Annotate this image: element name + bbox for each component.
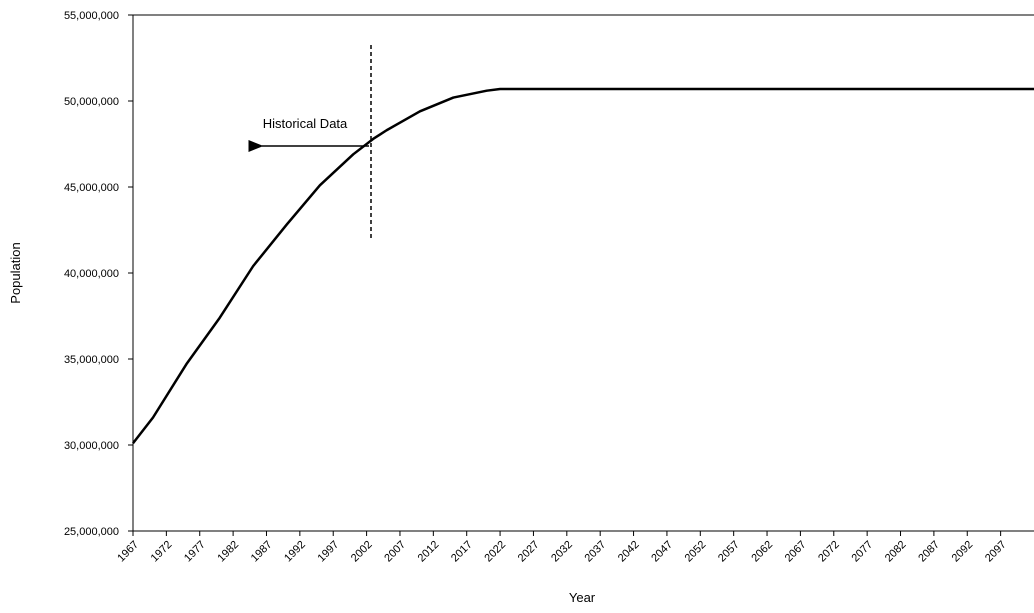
x-tick-label: 2037 bbox=[583, 539, 609, 565]
annotation: Historical Data bbox=[263, 116, 348, 131]
x-tick-label: 1992 bbox=[282, 539, 308, 565]
x-tick-label: 2007 bbox=[382, 539, 408, 565]
x-tick-label: 1987 bbox=[249, 539, 275, 565]
y-axis-title: Population bbox=[8, 242, 23, 303]
chart: Population Year Historical Data 25,000,0… bbox=[0, 0, 1034, 613]
x-axis-title: Year bbox=[569, 590, 596, 605]
x-tick-label: 2052 bbox=[683, 539, 709, 565]
y-tick-label: 30,000,000 bbox=[64, 440, 119, 452]
x-tick-label: 2027 bbox=[516, 539, 542, 565]
x-tick-label: 2087 bbox=[916, 539, 942, 565]
data-line bbox=[133, 89, 1034, 443]
y-tick-label: 35,000,000 bbox=[64, 354, 119, 366]
x-tick-label: 2002 bbox=[349, 539, 375, 565]
x-tick-label: 2072 bbox=[816, 539, 842, 565]
x-tick-label: 1972 bbox=[149, 539, 175, 565]
y-tick-label: 45,000,000 bbox=[64, 182, 119, 194]
x-tick-label: 2082 bbox=[883, 539, 909, 565]
x-tick-label: 2017 bbox=[449, 539, 475, 565]
x-tick-label: 2062 bbox=[749, 539, 775, 565]
y-tick-label: 40,000,000 bbox=[64, 268, 119, 280]
x-tick-label: 1982 bbox=[215, 539, 241, 565]
x-tick-label: 2042 bbox=[616, 539, 642, 565]
x-tick-label: 2077 bbox=[849, 539, 875, 565]
x-tick-label: 2067 bbox=[783, 539, 809, 565]
y-tick-label: 50,000,000 bbox=[64, 96, 119, 108]
x-tick-label: 2022 bbox=[482, 539, 508, 565]
x-tick-label: 1977 bbox=[182, 539, 208, 565]
y-tick-label: 25,000,000 bbox=[64, 526, 119, 538]
x-tick-label: 1967 bbox=[115, 539, 141, 565]
x-tick-label: 2097 bbox=[983, 539, 1009, 565]
x-tick-label: 2047 bbox=[649, 539, 675, 565]
x-tick-label: 2012 bbox=[416, 539, 442, 565]
x-tick-label: 1997 bbox=[316, 539, 342, 565]
x-tick-label: 2092 bbox=[950, 539, 976, 565]
x-tick-label: 2032 bbox=[549, 539, 575, 565]
y-tick-label: 55,000,000 bbox=[64, 10, 119, 22]
x-tick-label: 2057 bbox=[716, 539, 742, 565]
